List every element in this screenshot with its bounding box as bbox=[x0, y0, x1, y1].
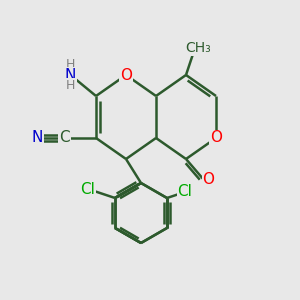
Text: Cl: Cl bbox=[178, 184, 192, 200]
Text: H: H bbox=[66, 79, 75, 92]
Text: Cl: Cl bbox=[81, 182, 95, 196]
Text: N: N bbox=[32, 130, 43, 146]
Text: O: O bbox=[202, 172, 214, 188]
Text: C: C bbox=[59, 130, 70, 146]
Text: CH₃: CH₃ bbox=[185, 41, 211, 55]
Text: N: N bbox=[65, 68, 76, 82]
Text: H: H bbox=[66, 58, 75, 71]
Text: O: O bbox=[120, 68, 132, 82]
Text: O: O bbox=[210, 130, 222, 146]
